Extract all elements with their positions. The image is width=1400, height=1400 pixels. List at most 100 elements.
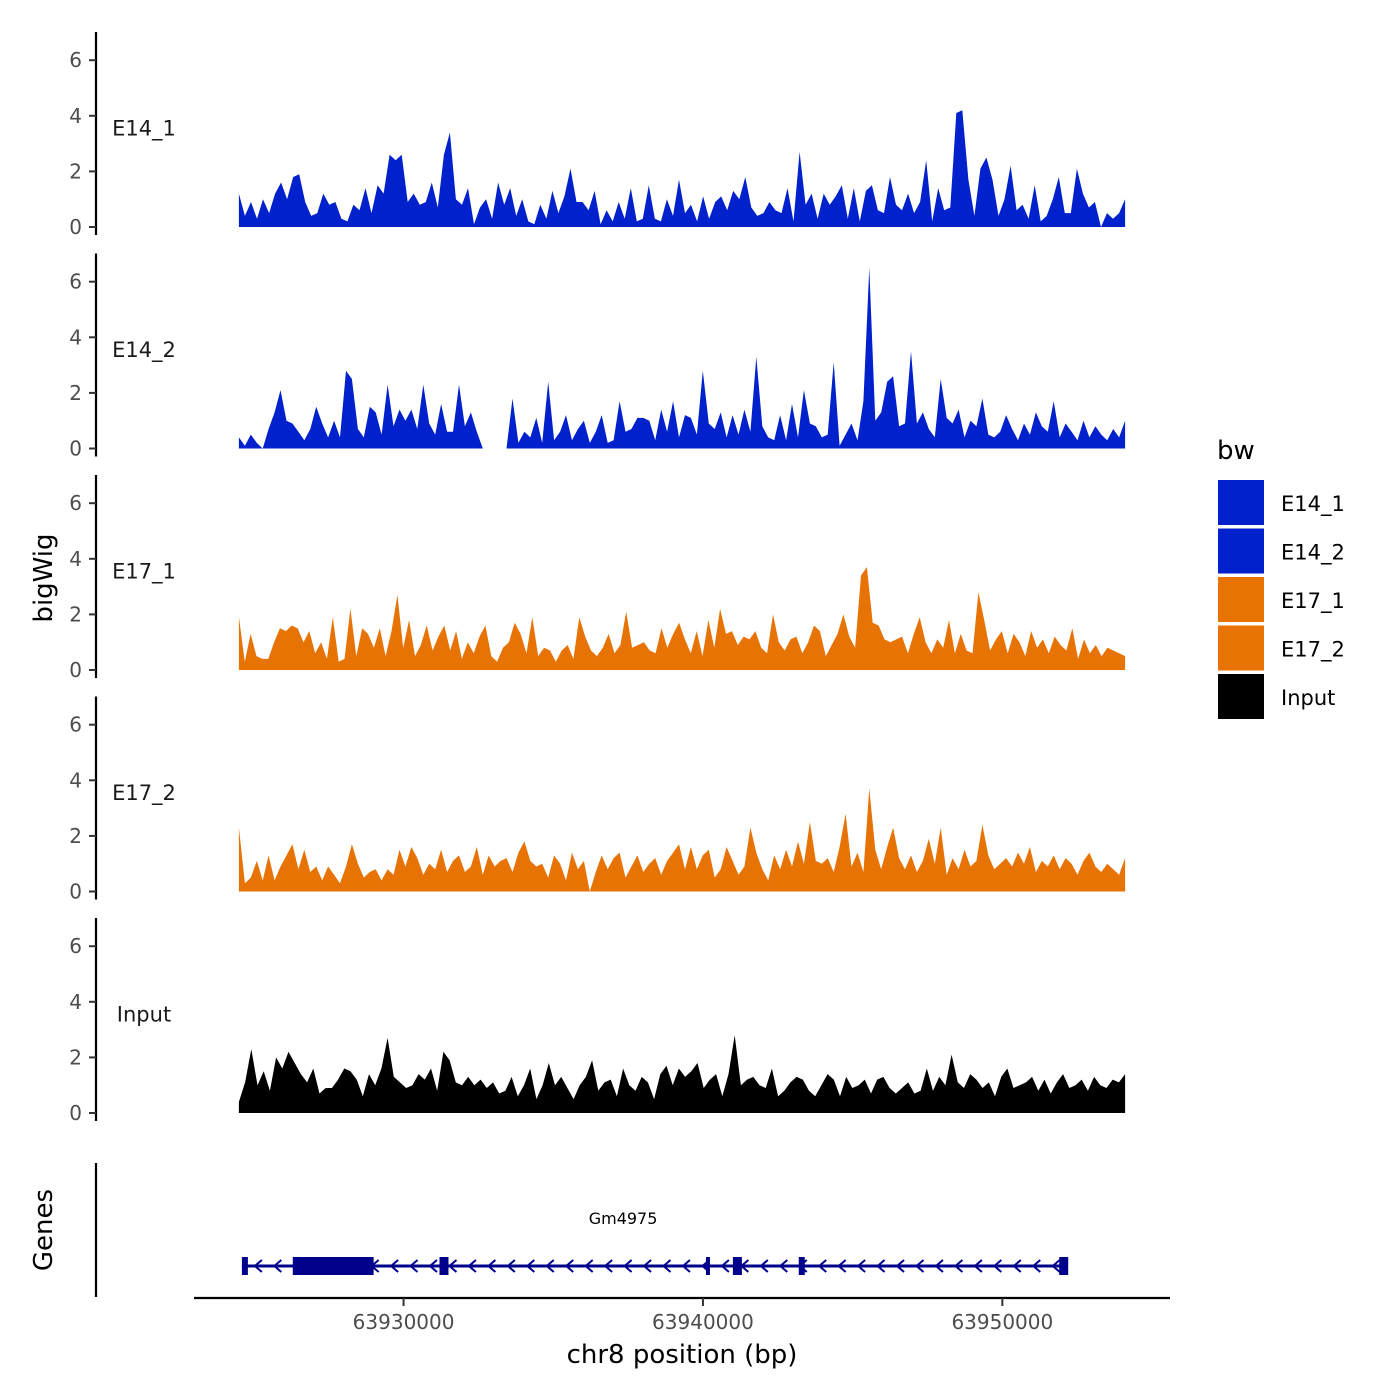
legend-label: E14_2: [1281, 541, 1345, 566]
exon: [705, 1257, 710, 1275]
strand-arrow: [817, 1259, 827, 1273]
exon: [798, 1257, 805, 1275]
legend-items: E14_1 E14_2 E17_1 E17_2 Input: [1218, 480, 1345, 719]
gene-model: [241, 1257, 1069, 1275]
exon: [241, 1257, 248, 1275]
y-axis-title: bigWig: [29, 533, 59, 622]
track-E17_1: 0 2 4 6 E17_1: [69, 475, 1126, 682]
strand-arrow: [778, 1259, 788, 1273]
signal-area-E14_1: [238, 110, 1126, 227]
signal-area-E17_2: [238, 788, 1126, 892]
y-tick-label: 0: [69, 215, 82, 239]
legend-label: Input: [1281, 686, 1335, 710]
strand-arrow: [856, 1259, 866, 1273]
y-tick-label: 6: [69, 491, 82, 515]
y-tick-label: 4: [69, 547, 82, 571]
y-tick-label: 2: [69, 824, 82, 848]
strand-arrow: [914, 1259, 925, 1273]
legend-swatch: [1218, 528, 1264, 574]
strand-arrow: [603, 1259, 613, 1273]
exon: [439, 1257, 449, 1275]
y-tick-label: 2: [69, 1045, 82, 1069]
x-axis: 63930000 63940000 63950000 chr8 position (…: [194, 1296, 1170, 1370]
y-tick-label: 4: [69, 768, 82, 792]
y-tick-label: 0: [69, 1101, 82, 1125]
strand-arrow: [428, 1259, 438, 1273]
y-tick-label: 2: [69, 381, 82, 405]
legend-label: E17_1: [1281, 589, 1345, 614]
signal-area-Input: [238, 1035, 1126, 1113]
y-tick-label: 6: [69, 270, 82, 294]
exon: [732, 1257, 742, 1275]
strand-arrow: [253, 1259, 263, 1273]
strand-arrow: [1031, 1259, 1041, 1273]
strand-arrow: [447, 1259, 458, 1273]
signal-area-E14_2: [238, 267, 1126, 449]
strand-arrow: [272, 1259, 282, 1273]
strand-arrow: [661, 1259, 672, 1273]
y-tick-label: 0: [69, 880, 82, 904]
strand-arrow: [953, 1259, 964, 1273]
strand-arrow: [623, 1259, 633, 1273]
strand-arrow: [486, 1259, 497, 1273]
y-tick-label: 0: [69, 658, 82, 682]
strand-arrow: [642, 1259, 652, 1273]
y-tick-label: 0: [69, 437, 82, 461]
legend-label: E17_2: [1281, 638, 1345, 663]
strand-arrow: [525, 1259, 535, 1273]
track-E17_2: 0 2 4 6 E17_2: [69, 696, 1126, 904]
strand-arrow: [973, 1259, 983, 1273]
strand-arrow: [389, 1259, 399, 1273]
legend-title: bw: [1217, 436, 1255, 466]
legend-swatch: [1218, 480, 1264, 525]
track-E14_2: 0 2 4 6 E14_2: [69, 253, 1126, 461]
legend-swatch: [1218, 625, 1264, 671]
y-tick-label: 6: [69, 48, 82, 72]
genes-panel: Genes Gm4975: [29, 1163, 1069, 1297]
strand-arrow: [895, 1259, 905, 1273]
track-E14_1: 0 2 4 6 E14_1: [69, 32, 1126, 239]
strand-arrow: [564, 1259, 574, 1273]
track-label: E17_2: [112, 781, 176, 806]
y-tick-label: 2: [69, 159, 82, 183]
y-tick-label: 2: [69, 602, 82, 626]
signal-tracks: 0 2 4 6 E14_1 0 2 4 6 E14_2 0 2 4 6 E17_1 0 2 4 6 E17_2 0 2 4 6…: [69, 32, 1126, 1125]
x-tick-label: 63950000: [951, 1310, 1053, 1334]
exon: [1059, 1257, 1069, 1275]
gene-label: Gm4975: [589, 1209, 658, 1228]
exon: [292, 1257, 374, 1275]
y-tick-label: 6: [69, 934, 82, 958]
genes-title: Genes: [29, 1189, 59, 1271]
strand-arrow: [545, 1259, 555, 1273]
strand-arrow: [681, 1259, 691, 1273]
y-tick-label: 4: [69, 104, 82, 128]
track-label: E17_1: [112, 559, 176, 584]
y-tick-label: 6: [69, 713, 82, 737]
legend-swatch: [1218, 674, 1264, 719]
x-axis-title: chr8 position (bp): [567, 1340, 798, 1370]
strand-arrow: [584, 1259, 594, 1273]
strand-arrow: [992, 1259, 1003, 1273]
strand-arrow: [759, 1259, 769, 1273]
track-label: Input: [117, 1002, 171, 1026]
strand-arrow: [876, 1259, 886, 1273]
y-tick-label: 4: [69, 990, 82, 1014]
x-tick-label: 63940000: [652, 1310, 754, 1334]
track-Input: 0 2 4 6 Input: [69, 918, 1126, 1125]
legend-swatch: [1218, 577, 1264, 622]
signal-area-E17_1: [238, 567, 1126, 670]
strand-arrow: [720, 1259, 730, 1273]
x-ticks: 63930000 63940000 63950000: [353, 1298, 1053, 1334]
strand-arrow: [467, 1259, 477, 1273]
strand-arrow: [506, 1259, 516, 1273]
strand-arrow: [1051, 1259, 1061, 1273]
strand-arrow: [837, 1259, 847, 1273]
legend-label: E14_1: [1281, 492, 1345, 517]
track-label: E14_1: [112, 116, 176, 141]
track-label: E14_2: [112, 338, 176, 363]
strand-arrow: [409, 1259, 419, 1273]
legend: bw E14_1 E14_2 E17_1 E17_2 Input: [1217, 436, 1345, 719]
strand-arrow: [934, 1259, 944, 1273]
strand-arrow: [1012, 1259, 1022, 1273]
